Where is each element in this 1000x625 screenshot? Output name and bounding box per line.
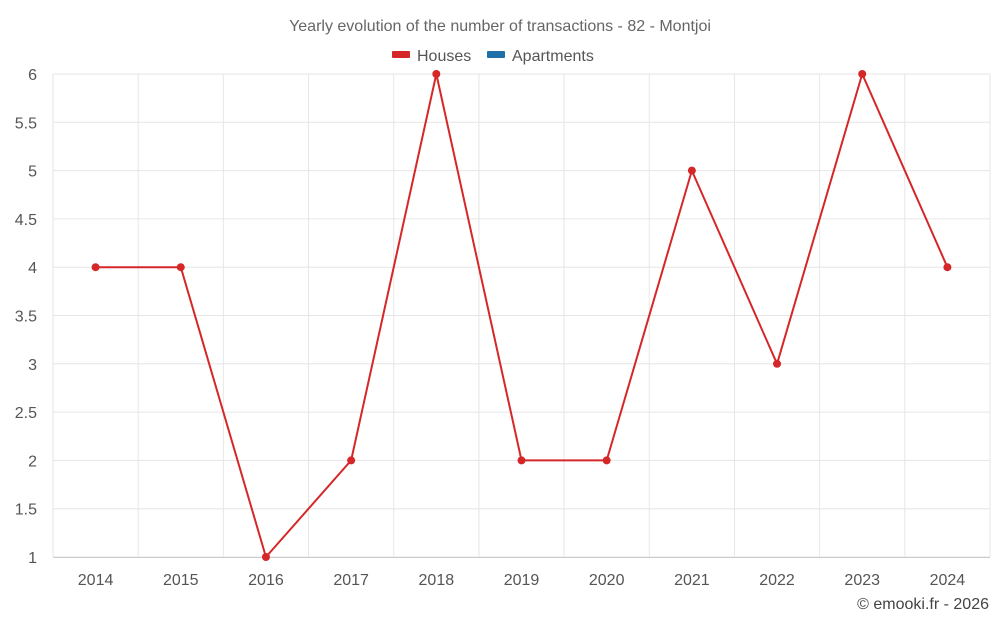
data-point-houses[interactable] (858, 70, 867, 78)
legend-swatch-houses (392, 51, 410, 58)
data-point-houses[interactable] (261, 553, 270, 561)
legend-label-apartments: Apartments (512, 48, 594, 65)
x-tick-label: 2021 (674, 572, 710, 589)
x-tick-label: 2017 (333, 572, 369, 589)
y-tick-label: 3.5 (15, 309, 37, 326)
data-point-houses[interactable] (432, 70, 441, 78)
data-point-houses[interactable] (176, 263, 185, 272)
data-point-houses[interactable] (687, 166, 696, 175)
y-tick-label: 3 (28, 357, 37, 374)
x-tick-label: 2023 (844, 572, 880, 589)
y-tick-label: 4 (28, 260, 37, 277)
x-gridlines (52, 74, 991, 557)
legend[interactable]: Houses Apartments (392, 48, 594, 65)
x-tick-label: 2015 (163, 572, 199, 589)
x-tick-label: 2022 (759, 572, 795, 589)
y-axis-ticks: 1 1.5 2 2.5 3 3.5 4 4.5 5 5.5 6 (15, 67, 37, 567)
data-point-houses[interactable] (773, 359, 782, 368)
y-tick-label: 1.5 (15, 502, 37, 519)
data-point-houses[interactable] (943, 263, 952, 272)
legend-item-houses[interactable]: Houses (392, 48, 471, 65)
legend-item-apartments[interactable]: Apartments (487, 48, 594, 65)
legend-swatch-apartments (487, 51, 505, 58)
x-tick-label: 2018 (419, 572, 455, 589)
y-tick-label: 4.5 (15, 212, 37, 229)
data-point-houses[interactable] (602, 456, 611, 465)
x-axis-ticks: 2014 2015 2016 2017 2018 2019 2020 2021 2022 2023… (78, 572, 966, 589)
y-tick-label: 5.5 (15, 115, 37, 132)
chart-title: Yearly evolution of the number of transa… (289, 18, 711, 35)
data-point-houses[interactable] (91, 263, 100, 272)
y-tick-label: 2.5 (15, 405, 37, 422)
y-tick-label: 5 (28, 164, 37, 181)
legend-label-houses: Houses (417, 48, 471, 65)
credit-text: © emooki.fr - 2026 (857, 596, 989, 613)
y-gridlines (53, 73, 990, 558)
x-tick-label: 2019 (504, 572, 540, 589)
y-tick-label: 6 (28, 67, 37, 84)
series-layer (91, 70, 952, 561)
y-tick-label: 2 (28, 453, 37, 470)
x-tick-label: 2016 (248, 572, 284, 589)
y-tick-label: 1 (28, 550, 37, 567)
data-point-houses[interactable] (347, 456, 356, 465)
data-point-houses[interactable] (517, 456, 526, 465)
x-tick-label: 2024 (930, 572, 966, 589)
x-tick-label: 2020 (589, 572, 625, 589)
x-tick-label: 2014 (78, 572, 114, 589)
